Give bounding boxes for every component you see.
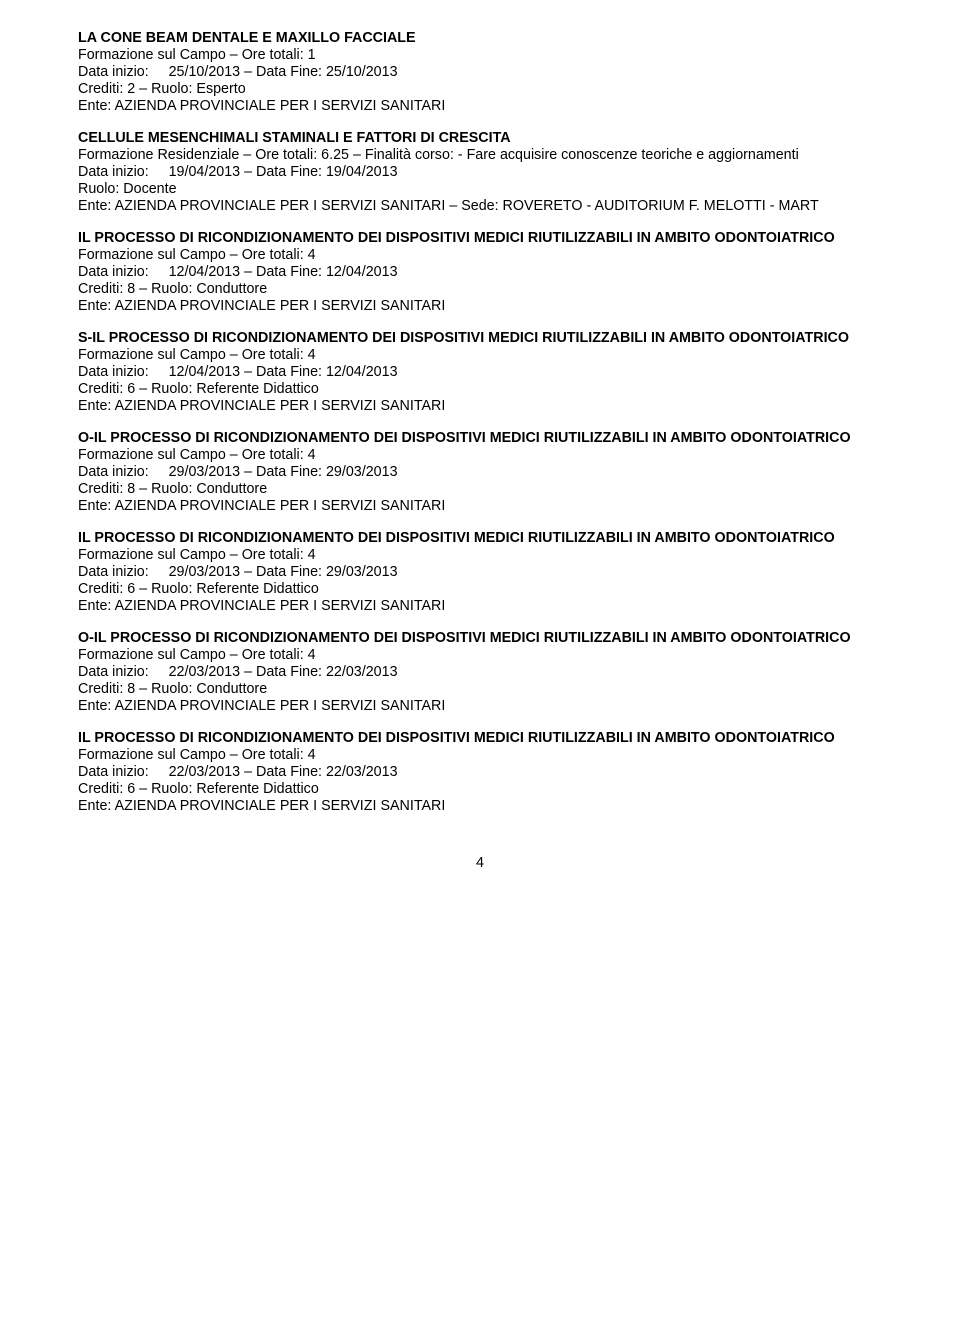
entry-line: Data inizio: 12/04/2013 – Data Fine: 12/… — [78, 364, 882, 381]
entry-line: Crediti: 8 – Ruolo: Conduttore — [78, 481, 882, 498]
entry-line: Data inizio: 12/04/2013 – Data Fine: 12/… — [78, 264, 882, 281]
entry-title: IL PROCESSO DI RICONDIZIONAMENTO DEI DIS… — [78, 230, 882, 247]
entry-line: Ente: AZIENDA PROVINCIALE PER I SERVIZI … — [78, 398, 882, 415]
entry-title: CELLULE MESENCHIMALI STAMINALI E FATTORI… — [78, 130, 882, 147]
training-entry: CELLULE MESENCHIMALI STAMINALI E FATTORI… — [78, 130, 882, 215]
entry-line: Crediti: 6 – Ruolo: Referente Didattico — [78, 781, 882, 798]
entry-line: Formazione sul Campo – Ore totali: 4 — [78, 547, 882, 564]
entry-line: Data inizio: 29/03/2013 – Data Fine: 29/… — [78, 564, 882, 581]
entry-line: Data inizio: 29/03/2013 – Data Fine: 29/… — [78, 464, 882, 481]
entry-line: Formazione Residenziale – Ore totali: 6.… — [78, 147, 882, 164]
entry-line: Ente: AZIENDA PROVINCIALE PER I SERVIZI … — [78, 598, 882, 615]
training-entry: LA CONE BEAM DENTALE E MAXILLO FACCIALEF… — [78, 30, 882, 115]
entry-line: Data inizio: 22/03/2013 – Data Fine: 22/… — [78, 664, 882, 681]
entry-title: LA CONE BEAM DENTALE E MAXILLO FACCIALE — [78, 30, 882, 47]
entry-line: Data inizio: 19/04/2013 – Data Fine: 19/… — [78, 164, 882, 181]
entry-line: Ente: AZIENDA PROVINCIALE PER I SERVIZI … — [78, 198, 882, 215]
training-entry: IL PROCESSO DI RICONDIZIONAMENTO DEI DIS… — [78, 230, 882, 315]
entry-title: IL PROCESSO DI RICONDIZIONAMENTO DEI DIS… — [78, 730, 882, 747]
training-entry: IL PROCESSO DI RICONDIZIONAMENTO DEI DIS… — [78, 530, 882, 615]
page-number: 4 — [78, 855, 882, 872]
entry-line: Crediti: 6 – Ruolo: Referente Didattico — [78, 581, 882, 598]
entry-title: O-IL PROCESSO DI RICONDIZIONAMENTO DEI D… — [78, 630, 882, 647]
entry-line: Formazione sul Campo – Ore totali: 4 — [78, 647, 882, 664]
entry-line: Data inizio: 25/10/2013 – Data Fine: 25/… — [78, 64, 882, 81]
entry-title: O-IL PROCESSO DI RICONDIZIONAMENTO DEI D… — [78, 430, 882, 447]
entry-line: Ente: AZIENDA PROVINCIALE PER I SERVIZI … — [78, 698, 882, 715]
training-entry: O-IL PROCESSO DI RICONDIZIONAMENTO DEI D… — [78, 430, 882, 515]
entry-title: S-IL PROCESSO DI RICONDIZIONAMENTO DEI D… — [78, 330, 882, 347]
training-entry: S-IL PROCESSO DI RICONDIZIONAMENTO DEI D… — [78, 330, 882, 415]
entry-line: Formazione sul Campo – Ore totali: 1 — [78, 47, 882, 64]
entry-line: Crediti: 8 – Ruolo: Conduttore — [78, 281, 882, 298]
entry-line: Ente: AZIENDA PROVINCIALE PER I SERVIZI … — [78, 298, 882, 315]
document-content: LA CONE BEAM DENTALE E MAXILLO FACCIALEF… — [78, 30, 882, 815]
entry-line: Ente: AZIENDA PROVINCIALE PER I SERVIZI … — [78, 498, 882, 515]
entry-line: Ente: AZIENDA PROVINCIALE PER I SERVIZI … — [78, 798, 882, 815]
entry-title: IL PROCESSO DI RICONDIZIONAMENTO DEI DIS… — [78, 530, 882, 547]
entry-line: Ruolo: Docente — [78, 181, 882, 198]
entry-line: Crediti: 2 – Ruolo: Esperto — [78, 81, 882, 98]
entry-line: Ente: AZIENDA PROVINCIALE PER I SERVIZI … — [78, 98, 882, 115]
entry-line: Crediti: 8 – Ruolo: Conduttore — [78, 681, 882, 698]
training-entry: IL PROCESSO DI RICONDIZIONAMENTO DEI DIS… — [78, 730, 882, 815]
entry-line: Formazione sul Campo – Ore totali: 4 — [78, 247, 882, 264]
entry-line: Crediti: 6 – Ruolo: Referente Didattico — [78, 381, 882, 398]
training-entry: O-IL PROCESSO DI RICONDIZIONAMENTO DEI D… — [78, 630, 882, 715]
entry-line: Formazione sul Campo – Ore totali: 4 — [78, 347, 882, 364]
entry-line: Formazione sul Campo – Ore totali: 4 — [78, 447, 882, 464]
entry-line: Formazione sul Campo – Ore totali: 4 — [78, 747, 882, 764]
entry-line: Data inizio: 22/03/2013 – Data Fine: 22/… — [78, 764, 882, 781]
